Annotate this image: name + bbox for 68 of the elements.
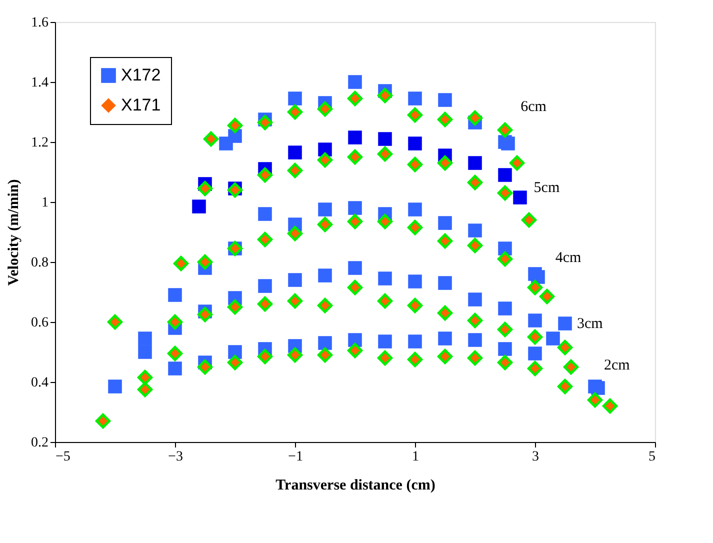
point [288, 273, 302, 287]
annotation: 4cm [555, 250, 582, 266]
point [348, 261, 362, 275]
y-tick-label: 0.6 [31, 316, 48, 330]
annotation: 3cm [577, 316, 604, 332]
point [468, 333, 482, 347]
annotation: 2cm [604, 357, 630, 374]
point [378, 272, 392, 286]
point [438, 216, 452, 230]
x-tick-label: −3 [168, 450, 183, 464]
y-tick-label: 1 [42, 196, 48, 210]
x-tick-label: 1 [412, 450, 419, 464]
point [513, 190, 527, 204]
point [408, 136, 422, 150]
point [348, 75, 362, 89]
y-tick-label: 1.6 [31, 16, 48, 30]
point [378, 132, 392, 146]
point [558, 316, 572, 330]
point [408, 334, 422, 348]
point [438, 332, 452, 346]
y-tick-label: 1.2 [31, 136, 48, 150]
point [378, 334, 392, 348]
point [498, 302, 512, 316]
point [258, 207, 272, 221]
annotation: 5cm [534, 180, 560, 196]
point [468, 292, 482, 306]
point [168, 362, 182, 376]
point [408, 202, 422, 216]
point [192, 200, 206, 214]
point [318, 268, 332, 282]
legend-label: X172 [121, 66, 161, 84]
point [348, 130, 362, 144]
point [528, 346, 542, 360]
y-tick-label: 0.2 [31, 436, 48, 450]
point [528, 314, 542, 328]
point [138, 345, 152, 359]
annotation: 6cm [520, 99, 547, 115]
point [108, 380, 122, 394]
y-tick-label: 1.4 [31, 76, 48, 90]
point [498, 168, 512, 182]
point [288, 92, 302, 106]
point [438, 93, 452, 107]
point [468, 224, 482, 238]
x-tick-label: −5 [56, 450, 70, 464]
x-tick-label: 5 [648, 450, 656, 464]
point [468, 156, 482, 170]
point [138, 332, 152, 346]
x-tick-label: 3 [532, 450, 539, 464]
point [288, 146, 302, 160]
y-axis-title: Velocity (m/min) [6, 179, 22, 286]
point [408, 274, 422, 288]
point [498, 342, 512, 356]
point [168, 288, 182, 302]
legend-label: X171 [121, 96, 161, 114]
point [591, 381, 605, 395]
y-tick-label: 0.4 [31, 376, 48, 390]
point [408, 92, 422, 106]
point [318, 336, 332, 350]
point [438, 276, 452, 290]
point [546, 332, 560, 346]
y-tick-label: 0.8 [31, 256, 48, 270]
point [219, 136, 233, 150]
point [318, 202, 332, 216]
x-axis-title: Transverse distance (cm) [276, 478, 436, 494]
point [501, 136, 515, 150]
x-tick-label: −1 [288, 450, 303, 464]
point [348, 201, 362, 215]
point [258, 279, 272, 293]
